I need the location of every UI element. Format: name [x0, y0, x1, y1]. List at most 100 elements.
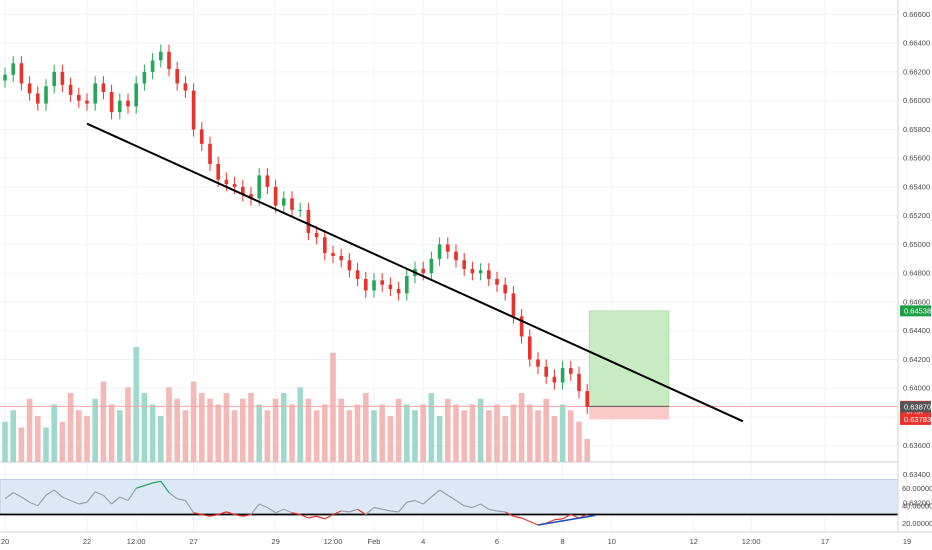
candle-body — [569, 368, 573, 374]
volume-bar — [486, 410, 492, 462]
rsi-segment — [472, 503, 481, 509]
rsi-segment — [160, 480, 170, 493]
volume-bar — [387, 416, 394, 462]
rsi-segment — [184, 500, 195, 514]
volume-bar — [363, 393, 369, 462]
candle-body — [323, 237, 327, 254]
volume-bar — [84, 416, 90, 462]
volume-bar — [43, 427, 49, 462]
candle-body — [306, 209, 311, 233]
candle-body — [331, 253, 335, 256]
price-tick-label: 0.65200 — [903, 211, 930, 220]
volume-bar — [395, 398, 402, 462]
volume-bar — [207, 398, 213, 462]
volume-bar — [297, 387, 303, 462]
rsi-segment — [291, 512, 301, 516]
candle-body — [85, 100, 89, 104]
volume-bar — [223, 393, 230, 462]
rsi-segment — [177, 498, 186, 502]
rsi-segment — [382, 508, 391, 512]
volume-bar — [477, 398, 484, 462]
candle-body — [27, 83, 32, 94]
volume-bar — [281, 393, 287, 462]
candle-body — [437, 244, 442, 259]
candle-body — [3, 74, 7, 81]
candle-body — [536, 359, 540, 367]
rsi-segment — [4, 492, 14, 500]
rsi-tick-label: 60.00000 — [902, 484, 932, 493]
time-tick-label: 12 — [690, 537, 698, 546]
time-tick-label: Feb — [368, 537, 381, 546]
candle-body — [68, 84, 73, 95]
candle-body — [577, 373, 581, 392]
volume-bar — [166, 387, 172, 462]
volume-bar — [420, 404, 426, 462]
candle-body — [224, 179, 229, 185]
volume-bar — [264, 410, 271, 462]
candle-body — [355, 270, 360, 279]
candle-body — [314, 232, 319, 238]
price-tick-label: 0.65800 — [903, 125, 930, 134]
candle-body — [446, 244, 450, 252]
volume-bar — [199, 393, 205, 462]
candle-body — [36, 93, 40, 104]
rsi-divergence-line — [537, 514, 596, 526]
time-axis[interactable]: 202212:00272912:00Feb468101212:00171912:… — [1, 537, 932, 546]
candle-body — [60, 71, 65, 85]
rsi-segment — [218, 511, 227, 516]
rsi-segment — [86, 491, 96, 503]
candle-body — [372, 280, 376, 291]
stop-zone — [589, 406, 669, 420]
time-tick-label: 22 — [83, 537, 91, 546]
candle-body — [77, 94, 81, 101]
volume-bar — [428, 393, 435, 462]
volume-bar — [404, 404, 410, 462]
volume-bar — [158, 416, 164, 462]
candle-body — [528, 336, 532, 360]
rsi-segment — [258, 503, 268, 509]
candle-body — [167, 51, 171, 70]
long-position-tool[interactable] — [0, 310, 898, 420]
volume-bar — [117, 410, 123, 462]
volume-bar — [35, 416, 41, 462]
rsi-segment — [398, 501, 408, 513]
rsi-segment — [70, 499, 80, 505]
time-tick-label: 8 — [561, 537, 565, 546]
candle-body — [265, 175, 270, 187]
candle-body — [290, 198, 294, 210]
rsi-segment — [53, 489, 63, 498]
rsi-segment — [554, 518, 563, 521]
volume-bar — [125, 387, 131, 462]
candle-body — [200, 129, 204, 144]
rsi-segment — [365, 507, 375, 515]
time-tick-label: 12:00 — [742, 537, 761, 546]
rsi-segment — [349, 508, 358, 513]
time-tick-label: 29 — [271, 537, 279, 546]
rsi-segment — [496, 510, 506, 513]
volume-bar — [18, 427, 25, 462]
candle-body — [273, 186, 278, 206]
price-tick-label: 0.64800 — [903, 269, 930, 278]
trendline[interactable] — [86, 122, 744, 423]
price-tick-label: 0.65000 — [903, 240, 930, 249]
rsi-segment — [455, 499, 465, 507]
rsi-segment — [308, 515, 317, 519]
rsi-segment — [136, 485, 145, 489]
rsi-segment — [562, 513, 572, 520]
rsi-segment — [447, 494, 457, 502]
candle-body — [175, 69, 179, 84]
volume-bar — [215, 404, 221, 462]
rsi-segment — [242, 513, 252, 517]
rsi-segment — [504, 511, 514, 517]
candle-body — [142, 71, 147, 84]
volume-bar — [412, 410, 418, 462]
rsi-segment — [144, 482, 153, 487]
price-tag-box — [900, 305, 931, 317]
price-tick-label: 0.66000 — [903, 96, 930, 105]
candle-body — [421, 268, 425, 274]
volume-bar — [100, 381, 107, 462]
candle-body — [454, 251, 458, 261]
candle-body — [388, 284, 393, 290]
